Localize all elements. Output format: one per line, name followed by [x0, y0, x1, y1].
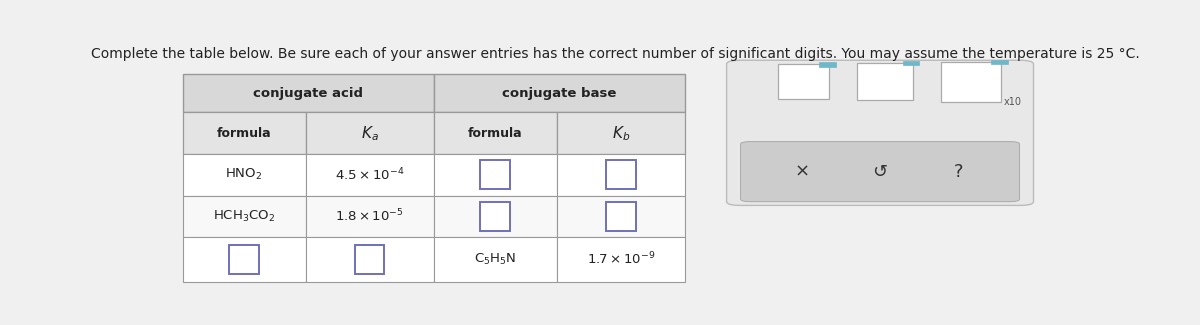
- Bar: [857, 63, 913, 100]
- Bar: [433, 237, 557, 282]
- Bar: [557, 237, 685, 282]
- Bar: [229, 245, 259, 274]
- Bar: [433, 74, 685, 112]
- Text: conjugate base: conjugate base: [502, 87, 617, 100]
- Bar: [182, 237, 306, 282]
- Text: C$_5$H$_5$N: C$_5$H$_5$N: [474, 252, 516, 267]
- Bar: [941, 61, 1001, 101]
- Bar: [306, 112, 433, 154]
- Bar: [991, 60, 1008, 64]
- Bar: [480, 202, 510, 231]
- Bar: [818, 62, 835, 67]
- Bar: [182, 112, 306, 154]
- Text: ?: ?: [954, 162, 962, 181]
- Bar: [778, 64, 829, 99]
- Bar: [306, 154, 433, 196]
- Text: ↺: ↺: [872, 162, 888, 181]
- Text: $K_b$: $K_b$: [612, 124, 630, 143]
- Text: $4.5 \times 10^{-4}$: $4.5 \times 10^{-4}$: [335, 166, 404, 183]
- Text: x10: x10: [1003, 97, 1021, 107]
- Bar: [306, 237, 433, 282]
- Bar: [557, 112, 685, 154]
- Bar: [306, 196, 433, 237]
- Text: Complete the table below. Be sure each of your answer entries has the correct nu: Complete the table below. Be sure each o…: [91, 46, 1139, 60]
- Bar: [606, 202, 636, 231]
- Bar: [433, 154, 557, 196]
- Bar: [433, 112, 557, 154]
- Text: HCH$_3$CO$_2$: HCH$_3$CO$_2$: [212, 209, 275, 224]
- Bar: [606, 160, 636, 189]
- Text: $1.8 \times 10^{-5}$: $1.8 \times 10^{-5}$: [335, 208, 404, 225]
- Text: formula: formula: [217, 127, 271, 140]
- Bar: [182, 154, 306, 196]
- FancyBboxPatch shape: [740, 142, 1020, 202]
- Bar: [557, 196, 685, 237]
- Bar: [355, 245, 384, 274]
- Text: $1.7 \times 10^{-9}$: $1.7 \times 10^{-9}$: [587, 251, 655, 268]
- Bar: [480, 160, 510, 189]
- Text: ×: ×: [794, 162, 810, 181]
- Text: formula: formula: [468, 127, 522, 140]
- Bar: [182, 196, 306, 237]
- Text: HNO$_2$: HNO$_2$: [226, 167, 263, 182]
- Bar: [902, 61, 919, 65]
- Bar: [182, 74, 433, 112]
- FancyBboxPatch shape: [727, 60, 1033, 205]
- Text: conjugate acid: conjugate acid: [253, 87, 364, 100]
- Bar: [433, 196, 557, 237]
- Bar: [557, 154, 685, 196]
- Text: $K_a$: $K_a$: [361, 124, 378, 143]
